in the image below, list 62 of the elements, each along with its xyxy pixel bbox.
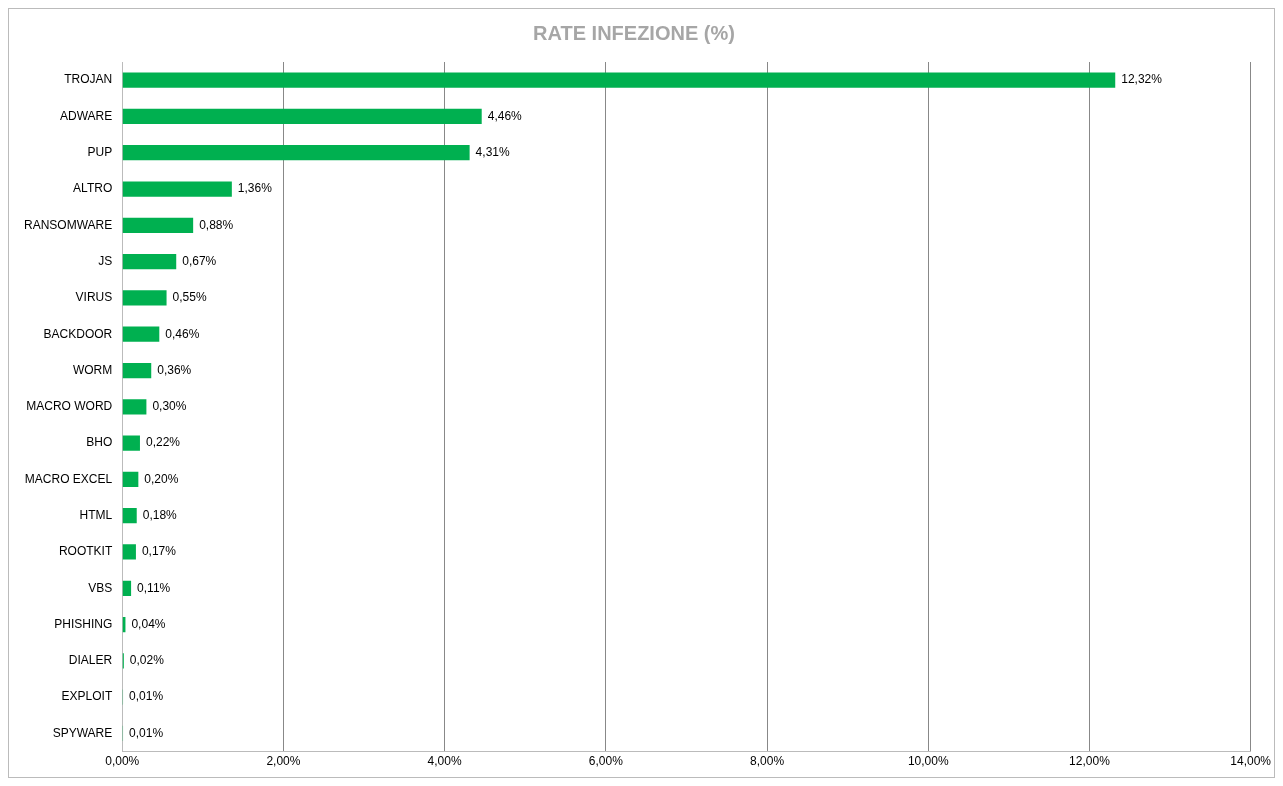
x-tick-label: 2,00%: [266, 754, 301, 769]
data-label: 0,30%: [152, 399, 187, 414]
y-tick-label: VIRUS: [75, 290, 113, 305]
y-tick-label: TROJAN: [64, 72, 113, 87]
data-label: 12,32%: [1121, 72, 1163, 87]
data-label: 0,02%: [129, 653, 165, 668]
y-tick-label: ADWARE: [59, 108, 113, 123]
data-label: 0,11%: [137, 580, 171, 595]
bar: [122, 181, 232, 197]
data-label: 0,17%: [141, 544, 177, 559]
data-label: 0,18%: [142, 508, 178, 522]
data-label: 0,55%: [172, 290, 207, 305]
bar: [122, 326, 160, 342]
y-tick-label: JS: [98, 253, 113, 268]
y-tick-label: EXPLOIT: [61, 689, 113, 704]
y-tick-label: BACKDOOR: [43, 326, 113, 341]
data-label: 0,01%: [129, 689, 164, 704]
data-label: 4,31%: [475, 145, 510, 160]
x-tick-label: 8,00%: [750, 754, 785, 769]
bar: [122, 72, 1116, 88]
data-label: 0,04%: [131, 616, 166, 631]
x-tick-label: 0,00%: [105, 754, 140, 769]
y-tick-label: ROOTKIT: [58, 544, 113, 559]
x-tick-label: 12,00%: [1069, 754, 1111, 769]
x-tick-label: 4,00%: [427, 754, 462, 769]
y-tick-label: ALTRO: [73, 181, 113, 196]
y-tick-label: RANSOMWARE: [23, 217, 113, 232]
y-tick-label: HTML: [79, 508, 113, 522]
data-label: 0,22%: [145, 435, 181, 450]
bar: [122, 471, 139, 488]
y-tick-label: PUP: [87, 145, 113, 160]
bar: [122, 435, 140, 451]
bar: [122, 508, 137, 524]
bar: [122, 217, 194, 233]
data-label: 0,67%: [182, 253, 217, 268]
y-tick-label: BHO: [86, 435, 113, 450]
y-tick-label: WORM: [72, 362, 113, 377]
data-label: 0,01%: [129, 725, 164, 740]
bar: [122, 399, 147, 415]
data-label: 0,36%: [157, 362, 192, 377]
bar: [122, 544, 136, 560]
bar: [122, 145, 470, 161]
data-label: 0,46%: [165, 326, 200, 341]
data-label: 4,46%: [487, 108, 523, 123]
bar: [122, 580, 132, 596]
y-tick-label: SPYWARE: [52, 725, 113, 740]
y-tick-label: VBS: [88, 580, 113, 595]
y-tick-label: PHISHING: [54, 616, 113, 631]
y-tick-label: MACRO EXCEL: [24, 471, 113, 486]
y-tick-label: DIALER: [68, 653, 113, 668]
x-tick-label: 10,00%: [907, 754, 949, 769]
data-label: 0,20%: [144, 471, 179, 486]
bar: [122, 254, 177, 270]
x-tick-label: 6,00%: [588, 754, 624, 769]
x-tick-label: 14,00%: [1230, 754, 1272, 769]
bar: [122, 290, 167, 306]
chart-title: RATE INFEZIONE (%): [533, 21, 735, 44]
bar: [122, 362, 152, 379]
data-label: 0,88%: [199, 217, 234, 232]
bar: [122, 108, 482, 125]
data-label: 1,36%: [237, 181, 273, 196]
y-tick-label: MACRO WORD: [26, 399, 113, 414]
